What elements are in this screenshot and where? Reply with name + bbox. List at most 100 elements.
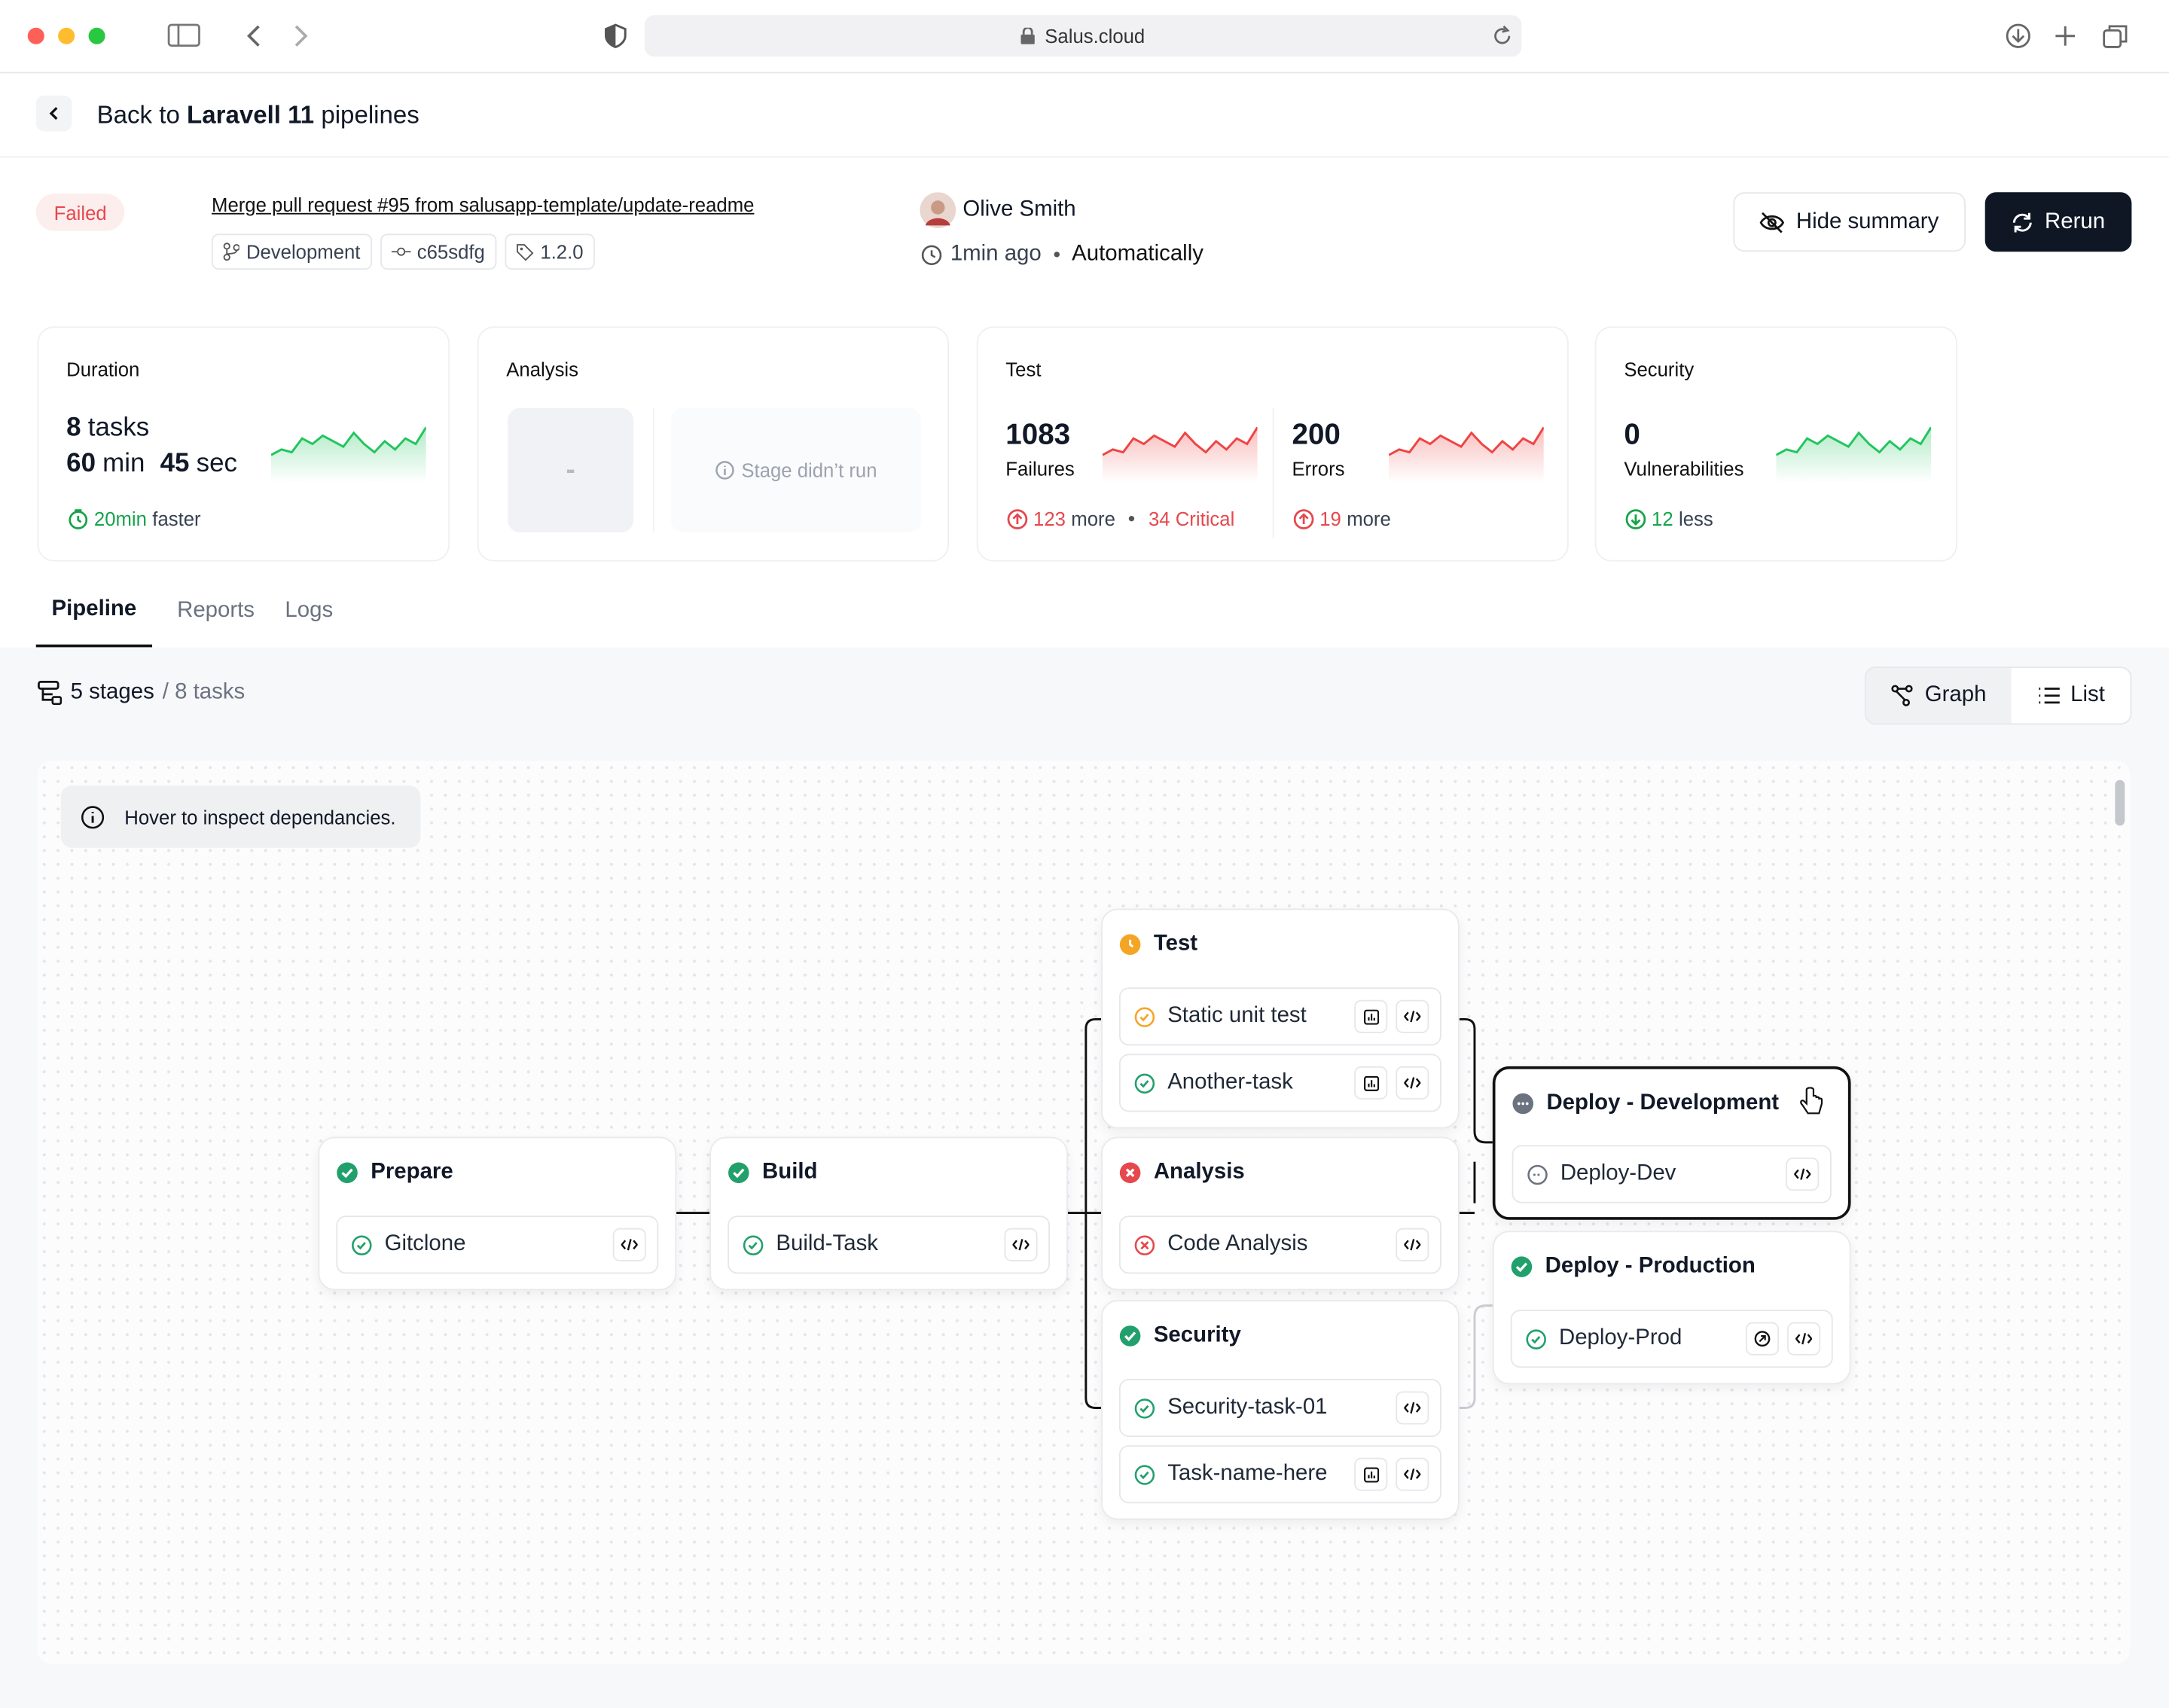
view-toggle: Graph List [1864,666,2132,725]
task[interactable]: Static unit test [1118,987,1441,1046]
sparkline [1102,426,1258,483]
stage-status-icon [728,1162,749,1184]
task[interactable]: Gitclone [336,1215,659,1274]
lock-icon [1021,27,1036,44]
info-icon [81,805,105,828]
stage-card[interactable]: Prepare Gitclone [318,1136,677,1291]
task-actions [1004,1228,1038,1261]
failures-delta: 123 more 34 Critical [1007,508,1234,529]
avatar [920,192,956,229]
open-button[interactable] [1745,1322,1780,1356]
up-icon [1293,508,1314,529]
stage-card[interactable]: Build Build-Task [709,1136,1068,1291]
cursor [1800,1087,1823,1115]
rerun-button[interactable]: Rerun [1984,192,2132,252]
commit-message[interactable]: Merge pull request #95 from salusapp-tem… [212,194,755,216]
tab[interactable]: Reports [177,599,255,623]
analysis-placeholder: - [508,407,634,533]
vulnerabilities-count: 0 [1624,419,1640,451]
stage-card[interactable]: Test Static unit test Another-task [1101,908,1460,1129]
run-time: 1min ago [950,242,1042,266]
stage-status-icon [1512,1093,1534,1115]
down-icon [1625,508,1646,529]
back-link[interactable]: Back to Laravell 11 pipelines [97,98,419,131]
code-button[interactable] [1396,1228,1429,1261]
task-actions [1354,1066,1429,1100]
stage-header: Deploy - Development [1512,1090,1780,1116]
divider [1272,407,1274,538]
hide-summary-button[interactable]: Hide summary [1733,192,1966,252]
task[interactable]: Build-Task [728,1215,1051,1274]
stage-status-icon [337,1162,358,1184]
code-button[interactable] [1396,1066,1429,1100]
card-title: Analysis [506,358,579,381]
delta-value: 19 [1319,507,1341,530]
code-icon [1794,1168,1811,1180]
task[interactable]: Deploy-Dev [1512,1145,1832,1203]
up-icon [1007,508,1028,529]
code-button[interactable] [612,1228,646,1261]
browser-toolbar: Salus.cloud [0,0,2169,74]
duration-line: 60 min 45 sec [66,450,237,480]
task[interactable]: Security-task-01 [1118,1378,1441,1438]
task[interactable]: Deploy-Prod [1510,1310,1833,1368]
report-button[interactable] [1354,1457,1388,1491]
task[interactable]: Code Analysis [1118,1215,1441,1274]
author-name: Olive Smith [962,197,1076,221]
report-button[interactable] [1354,999,1388,1033]
reload-icon[interactable] [1491,25,1513,47]
stage-status-icon [1119,934,1141,956]
duration-delta: 20min faster [68,508,201,529]
task-name: Deploy-Prod [1558,1326,1682,1350]
sidebar-toggle[interactable] [167,23,200,48]
tasks-count: / 8 tasks [162,680,246,704]
stage-name: Deploy - Development [1546,1090,1780,1115]
code-button[interactable] [1004,1228,1038,1261]
back-prefix: Back to [96,100,180,128]
tab-active[interactable]: Pipeline [35,597,153,648]
stage-name: Prepare [371,1160,453,1184]
stage-card[interactable]: Security Security-task-01 Task-name-here [1101,1300,1460,1520]
tabs: Pipeline Reports Logs [35,597,334,648]
list-view-button[interactable]: List [2012,683,2130,708]
delta-value: 20min [93,507,147,530]
stage-card[interactable]: Deploy - Development Deploy-Dev [1492,1066,1851,1220]
task[interactable]: Another-task [1118,1054,1441,1112]
graph-icon [1892,685,1914,706]
task-name: Deploy-Dev [1560,1161,1676,1185]
back-button[interactable] [35,95,72,132]
sparkline-area [270,427,426,483]
errors-delta: 19 more [1293,507,1391,530]
history-buttons[interactable] [243,23,313,48]
code-button[interactable] [1396,1457,1429,1491]
task-actions [1745,1322,1821,1356]
task[interactable]: Task-name-here [1118,1445,1441,1504]
code-button[interactable] [1786,1157,1820,1191]
report-button[interactable] [1354,1066,1388,1100]
tag-icon [516,243,533,261]
stage-header: Deploy - Production [1511,1255,1756,1279]
stage-card[interactable]: Deploy - Production Deploy-Prod [1492,1231,1851,1385]
sparkline-area [1102,427,1258,483]
sparkline [1389,426,1544,483]
stage-card[interactable]: Analysis Code Analysis [1101,1136,1460,1291]
tab[interactable]: Logs [285,599,334,623]
test-card: Test 1083 Failures 200 Errors 123 more 34 … [976,326,1569,562]
scrollbar[interactable] [2115,779,2125,826]
stage-header: Build [728,1161,818,1185]
card-title: Security [1624,358,1695,381]
code-button[interactable] [1396,1391,1429,1425]
critical-count: 34 Critical [1148,507,1235,530]
address-bar[interactable]: Salus.cloud [644,15,1522,57]
security-card: Security 0 Vulnerabilities 12 less [1594,326,1957,562]
browser-actions[interactable] [2004,22,2131,50]
task-status-icon [352,1234,372,1255]
code-button[interactable] [1787,1322,1821,1356]
stage-header: Security [1119,1323,1241,1348]
tasks-line: 8 tasks [66,413,149,444]
code-icon [1404,1011,1421,1023]
code-button[interactable] [1396,999,1429,1033]
button-label: Graph [1924,683,1987,707]
graph-view-button[interactable]: Graph [1865,668,2012,724]
